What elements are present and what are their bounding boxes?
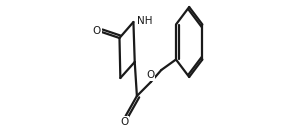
- Text: O: O: [120, 117, 128, 127]
- Text: O: O: [146, 70, 154, 80]
- Text: O: O: [93, 26, 101, 36]
- Text: NH: NH: [137, 16, 152, 26]
